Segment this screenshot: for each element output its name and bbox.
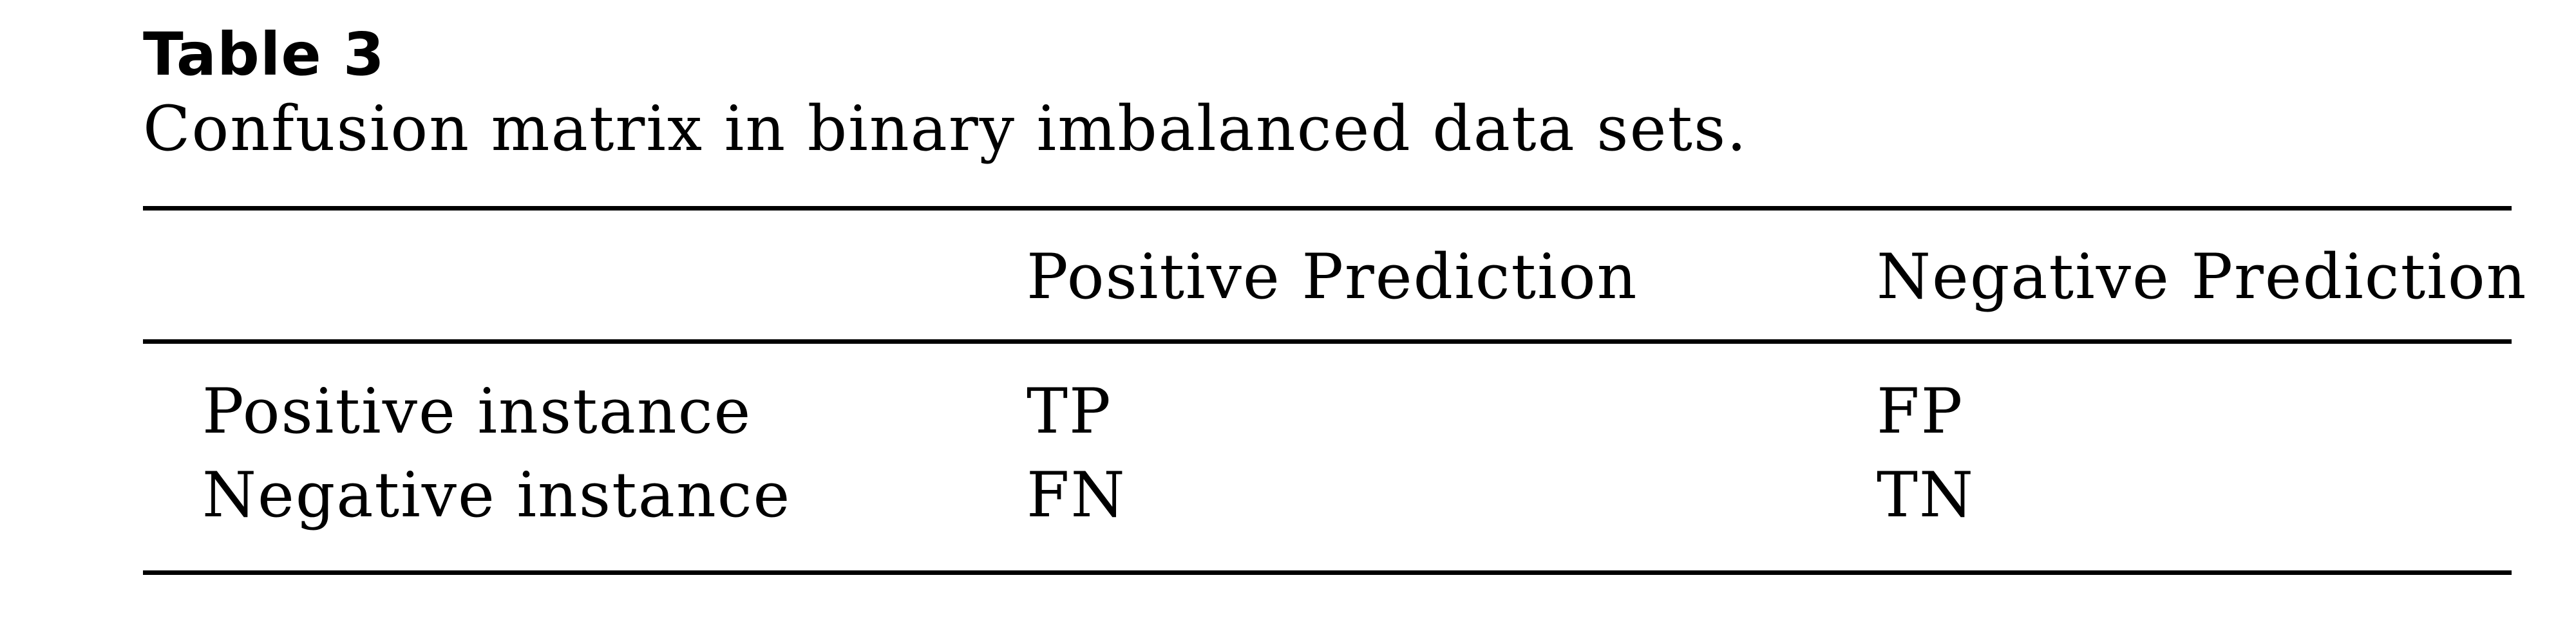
table-row: Positive instance TP FP: [143, 370, 2512, 453]
row-label: Positive instance: [202, 370, 752, 453]
table-header-row: Positive Prediction Negative Prediction: [143, 211, 2512, 339]
table-caption: Confusion matrix in binary imbalanced da…: [143, 90, 2512, 167]
table-row: Negative instance FN TN: [143, 453, 2512, 537]
row-label: Negative instance: [202, 453, 791, 537]
table-block: Table 3 Confusion matrix in binary imbal…: [143, 19, 2512, 575]
top-rule: [143, 206, 2512, 211]
table-cell: FP: [1877, 370, 1964, 453]
header-cell-positive-prediction: Positive Prediction: [1027, 235, 1638, 319]
bottom-rule: [143, 570, 2512, 575]
header-cell-negative-prediction: Negative Prediction: [1877, 235, 2527, 319]
table-cell: FN: [1027, 453, 1126, 537]
header-rule: [143, 339, 2512, 344]
table-cell: TN: [1877, 453, 1975, 537]
table-cell: TP: [1027, 370, 1112, 453]
table-label: Table 3: [143, 19, 2512, 90]
